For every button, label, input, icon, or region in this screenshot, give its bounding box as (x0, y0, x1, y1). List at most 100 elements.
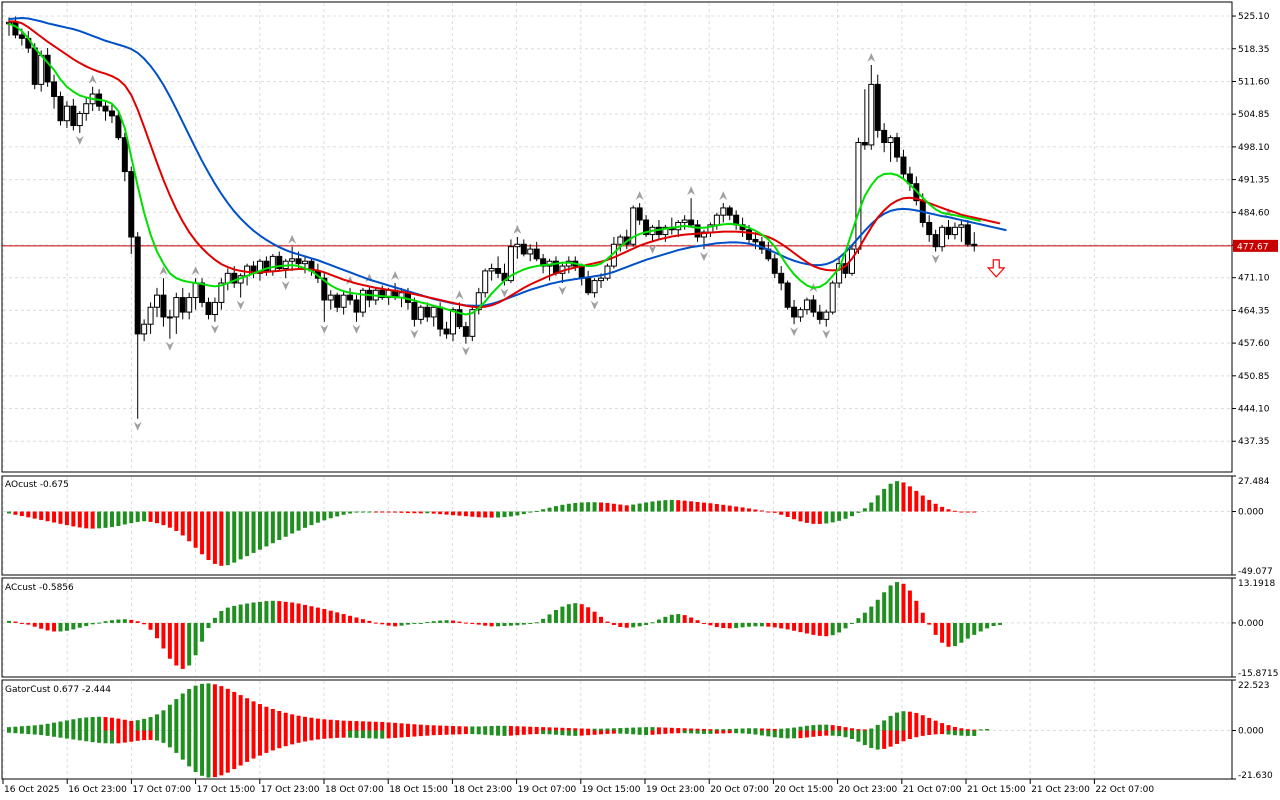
candle[interactable] (791, 299, 798, 325)
candle[interactable] (482, 268, 489, 298)
candle[interactable] (57, 91, 64, 126)
candle[interactable] (527, 244, 534, 262)
candle[interactable] (520, 239, 527, 257)
candle[interactable] (945, 220, 952, 240)
ac-bar (946, 622, 951, 647)
candle[interactable] (881, 123, 888, 153)
ao-bar (463, 511, 468, 517)
candle[interactable] (688, 198, 695, 228)
candle[interactable] (932, 229, 939, 252)
candle[interactable] (417, 304, 424, 325)
candle[interactable] (456, 302, 463, 330)
ac-pane[interactable] (7, 582, 1002, 669)
candle[interactable] (958, 220, 965, 242)
candle[interactable] (771, 253, 778, 279)
candle[interactable] (211, 297, 218, 322)
candle[interactable] (205, 297, 212, 320)
candle[interactable] (302, 256, 309, 274)
candle[interactable] (752, 232, 759, 250)
candle[interactable] (823, 309, 830, 327)
candle[interactable] (462, 321, 469, 344)
candle[interactable] (327, 290, 334, 310)
candle[interactable] (51, 74, 58, 109)
candle[interactable] (836, 256, 843, 288)
candle[interactable] (411, 297, 418, 327)
candle[interactable] (141, 319, 148, 342)
candle[interactable] (816, 304, 823, 325)
candle[interactable] (154, 287, 161, 317)
candle[interactable] (108, 103, 115, 124)
candle[interactable] (939, 224, 946, 252)
candle[interactable] (488, 263, 495, 281)
candle[interactable] (887, 135, 894, 162)
candle[interactable] (63, 101, 70, 128)
candle[interactable] (76, 111, 83, 133)
candle[interactable] (514, 237, 521, 259)
candle[interactable] (443, 321, 450, 339)
candle[interactable] (829, 280, 836, 315)
candle[interactable] (340, 290, 347, 315)
candle[interactable] (347, 287, 354, 305)
candle[interactable] (121, 132, 128, 182)
candle[interactable] (115, 111, 122, 141)
candle[interactable] (803, 297, 810, 315)
candle[interactable] (926, 215, 933, 242)
candle[interactable] (199, 278, 206, 308)
candle[interactable] (450, 307, 457, 342)
candle[interactable] (424, 302, 431, 322)
candle[interactable] (784, 280, 791, 310)
candle[interactable] (694, 220, 701, 242)
candle[interactable] (160, 278, 167, 327)
ac-bar (676, 614, 681, 623)
candle[interactable] (591, 278, 598, 298)
candle[interactable] (179, 287, 186, 320)
candle[interactable] (102, 101, 109, 121)
candle[interactable] (173, 292, 180, 334)
candle[interactable] (604, 263, 611, 281)
candle[interactable] (868, 64, 875, 150)
candle[interactable] (778, 266, 785, 291)
candle[interactable] (874, 74, 881, 138)
candle[interactable] (166, 309, 173, 339)
candle[interactable] (334, 292, 341, 313)
candle[interactable] (726, 205, 733, 221)
candle[interactable] (617, 234, 624, 252)
candle[interactable] (861, 89, 868, 150)
candle[interactable] (128, 166, 135, 254)
candle[interactable] (276, 251, 283, 271)
gator-pane[interactable] (7, 683, 990, 778)
candle[interactable] (475, 287, 482, 315)
ao-pane[interactable] (7, 481, 977, 566)
candle[interactable] (643, 215, 650, 237)
candle[interactable] (636, 203, 643, 225)
candle[interactable] (810, 295, 817, 317)
candle[interactable] (951, 222, 958, 240)
candle[interactable] (662, 224, 669, 242)
candle[interactable] (44, 48, 51, 87)
candle[interactable] (533, 241, 540, 262)
candle[interactable] (630, 205, 637, 247)
price-pane[interactable] (2, 16, 1232, 431)
candle[interactable] (681, 215, 688, 230)
ac-bar (19, 622, 24, 624)
candle[interactable] (430, 304, 437, 327)
candle[interactable] (359, 287, 366, 317)
candle[interactable] (971, 232, 978, 252)
candle[interactable] (83, 96, 90, 121)
candle[interactable] (894, 132, 901, 162)
candle[interactable] (469, 304, 476, 342)
candle[interactable] (495, 256, 502, 279)
candle[interactable] (964, 220, 971, 247)
candle[interactable] (147, 302, 154, 334)
candle[interactable] (353, 295, 360, 322)
candle[interactable] (720, 203, 727, 223)
candle[interactable] (900, 149, 907, 179)
candle[interactable] (797, 307, 804, 322)
y-tick-label: 457.60 (1238, 339, 1270, 349)
candle[interactable] (186, 292, 193, 320)
candle[interactable] (289, 246, 296, 271)
candle[interactable] (134, 232, 141, 419)
candle[interactable] (218, 278, 225, 310)
candle[interactable] (70, 98, 77, 131)
